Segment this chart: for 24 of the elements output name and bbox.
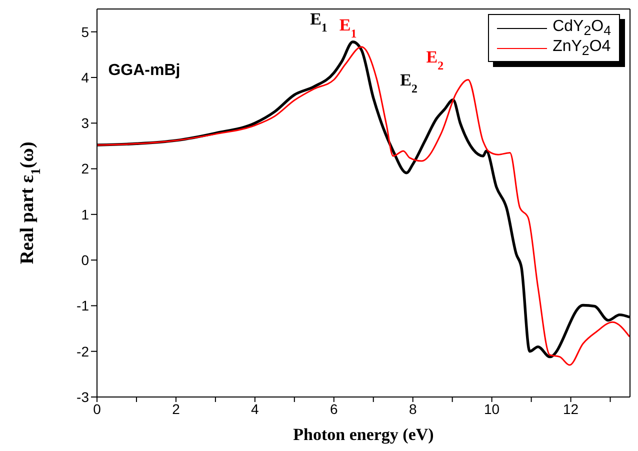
legend-label: CdY$_{2}$O$_{4}$ <box>552 18 611 38</box>
y-tick-label: -1 <box>76 298 90 314</box>
y-tick-label: 1 <box>81 206 90 222</box>
legend-label: ZnY$_{2}$O4 <box>552 38 611 58</box>
annotation: E$_{1}$ <box>310 10 328 35</box>
annotation: E$_{1}$ <box>339 16 357 41</box>
y-tick-label: -3 <box>76 388 90 405</box>
x-tick-label: 4 <box>251 400 260 417</box>
x-tick-label: 6 <box>330 400 338 417</box>
x-tick-label: 12 <box>562 400 579 417</box>
y-tick-label: 0 <box>81 252 90 268</box>
x-tick-label: 0 <box>93 400 102 417</box>
annotation: E$_{2}$ <box>426 48 444 73</box>
y-tick-label: -2 <box>76 343 90 360</box>
y-tick-label: 3 <box>81 115 90 132</box>
annotation: GGA-mBj <box>108 62 180 79</box>
y-tick-label: 2 <box>81 160 90 177</box>
x-tick-label: 8 <box>408 400 417 417</box>
y-tick-label: 4 <box>81 69 90 86</box>
y-tick-label: 5 <box>81 24 90 40</box>
x-tick-label: 10 <box>484 400 500 417</box>
x-axis-title: Photon energy (eV) <box>293 425 434 444</box>
x-tick-label: 2 <box>172 400 180 417</box>
annotation: E$_{2}$ <box>400 70 418 96</box>
